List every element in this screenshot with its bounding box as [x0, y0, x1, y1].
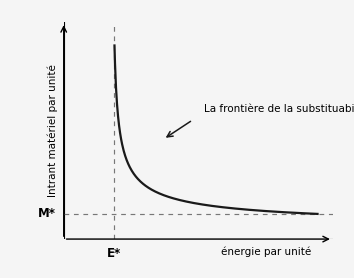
Text: M*: M* [38, 207, 56, 220]
Text: énergie par unité: énergie par unité [221, 247, 311, 257]
Y-axis label: Intrant matériel par unité: Intrant matériel par unité [48, 64, 58, 197]
Text: La frontière de la substituabilit: La frontière de la substituabilit [204, 104, 354, 114]
Text: E*: E* [107, 247, 122, 260]
